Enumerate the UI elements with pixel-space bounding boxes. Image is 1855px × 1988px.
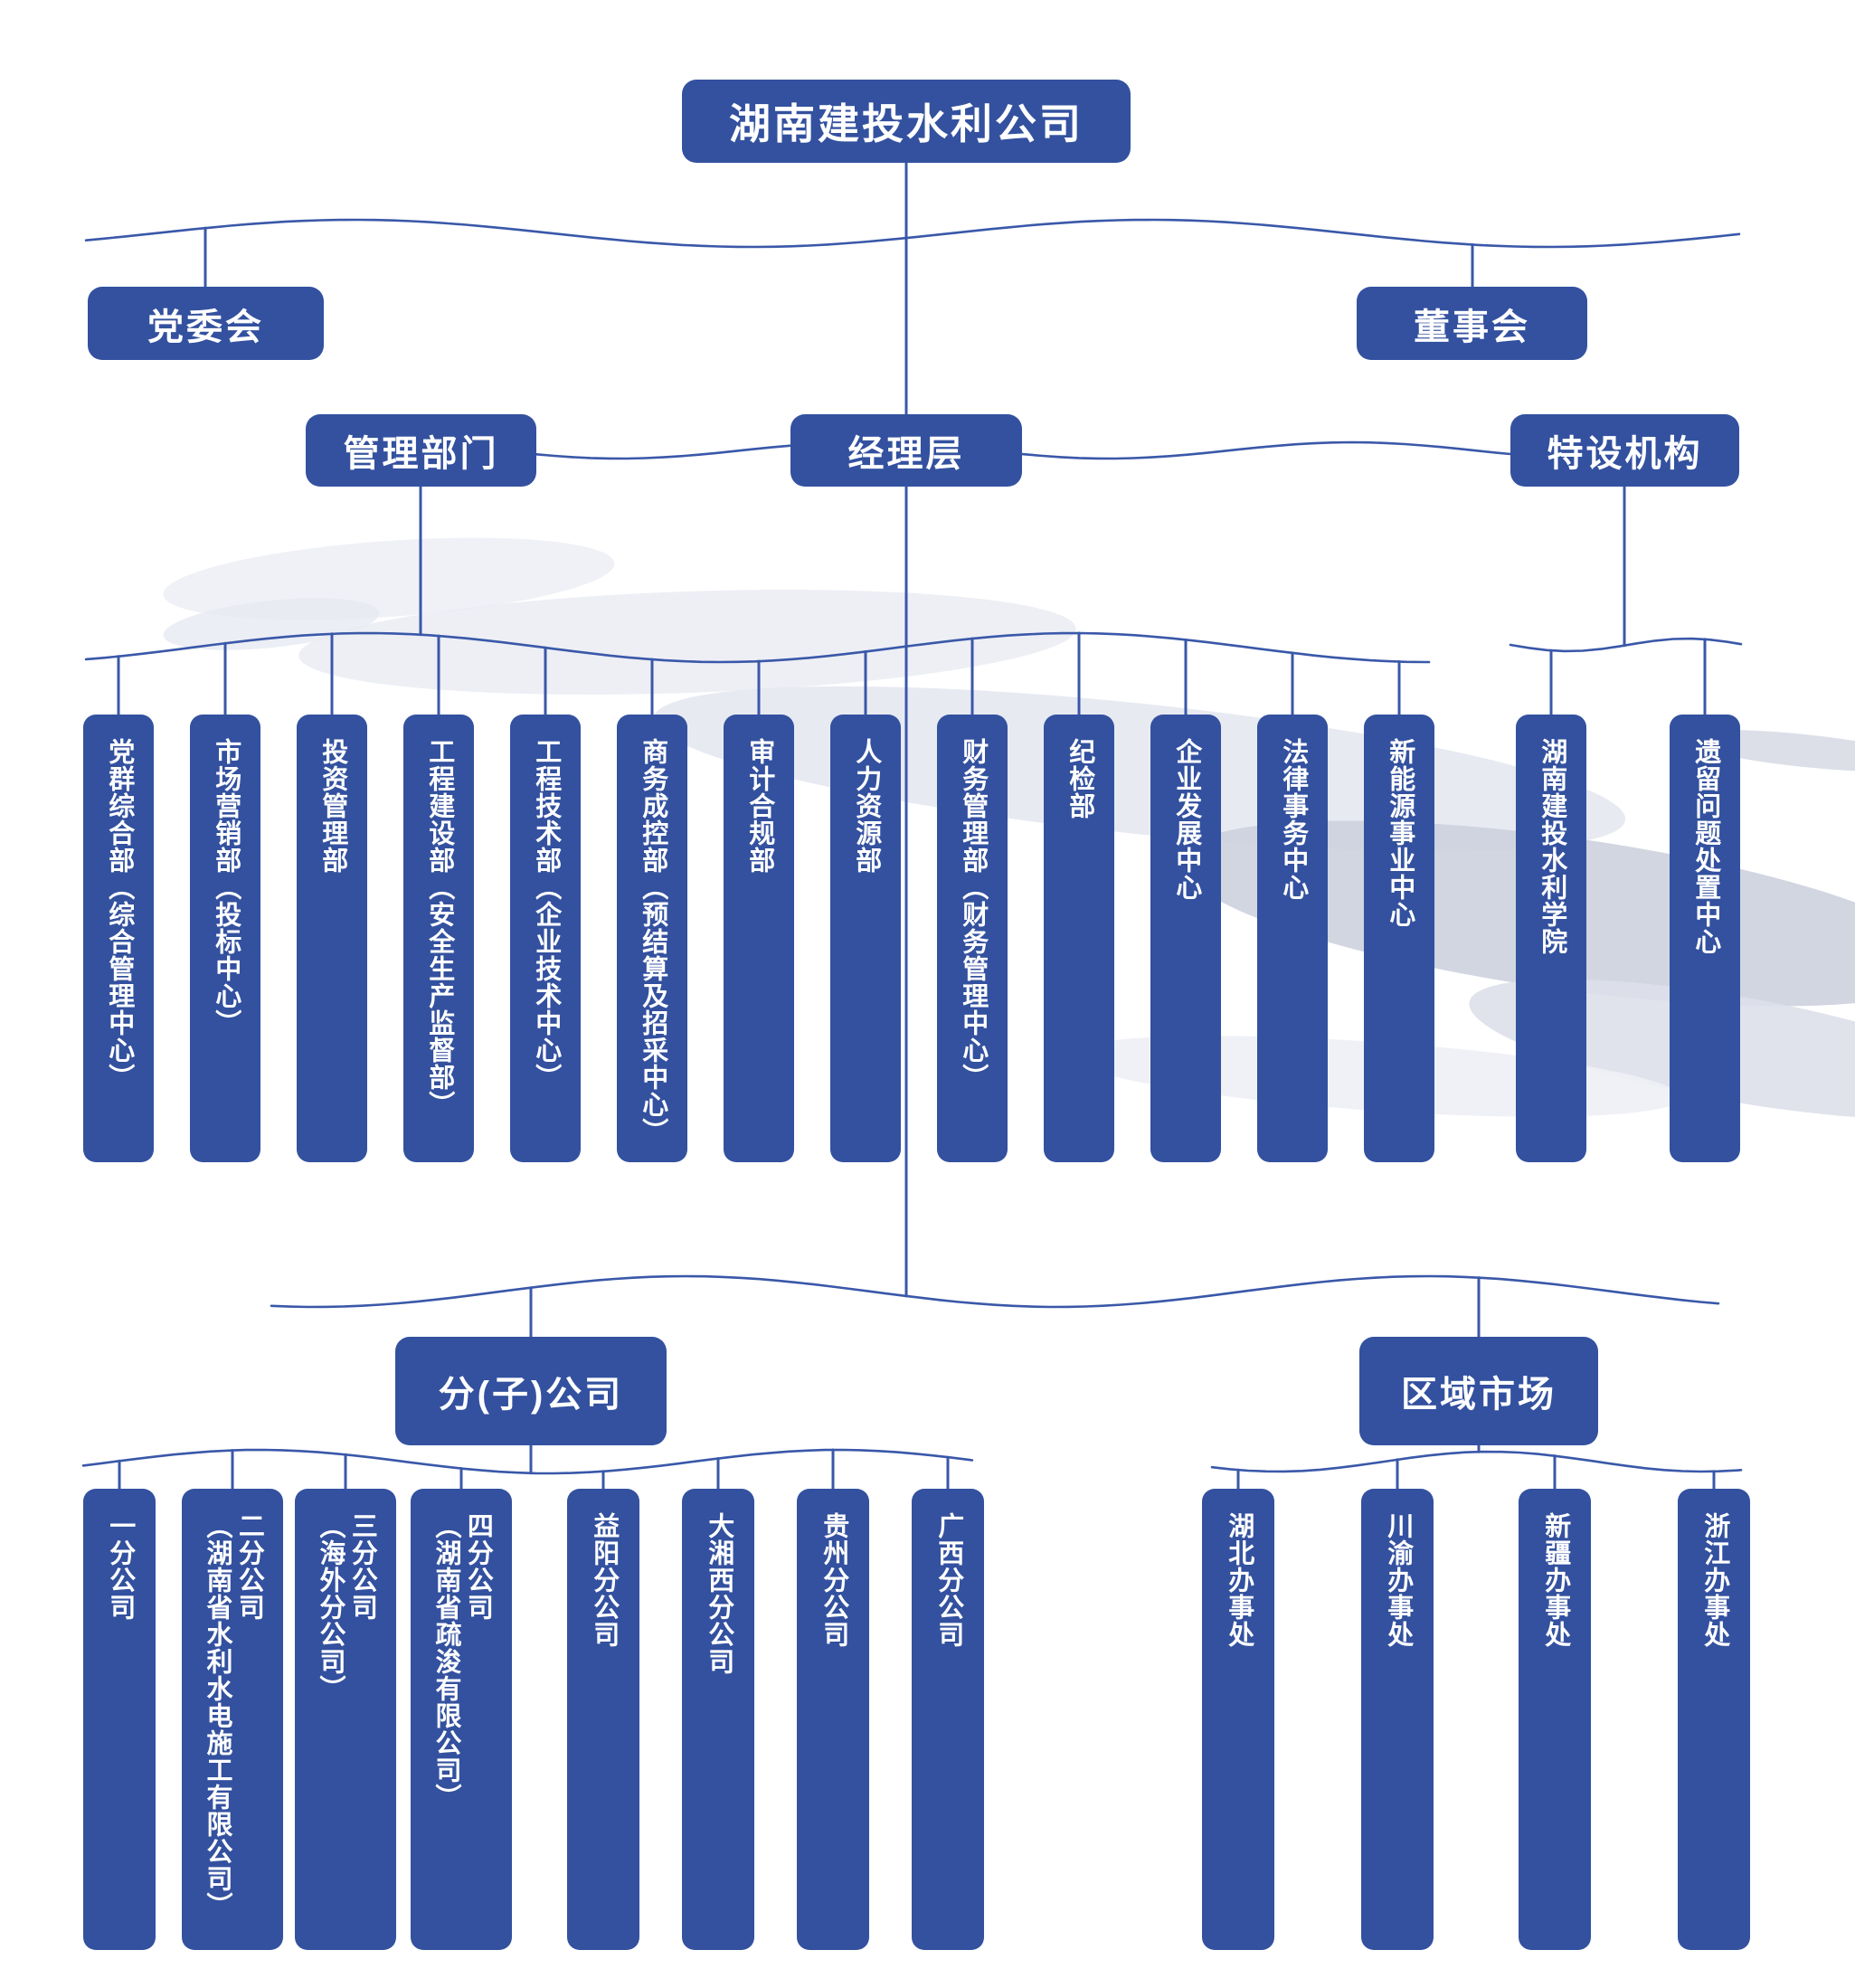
- department-box-1: 市场营销部（投标中心）: [190, 715, 260, 1162]
- regional-office-box-2: 新疆办事处: [1519, 1489, 1591, 1950]
- department-box-3: 工程建设部（安全生产监督部）: [403, 715, 474, 1162]
- branch-company-box-0: 一分公司: [83, 1489, 156, 1950]
- branch-company-box-2-label: 三分公司 （海外分公司）: [316, 1512, 377, 1702]
- subsidiaries-section-label: 分(子)公司: [438, 1375, 624, 1415]
- branch-company-box-3-label: 四分公司 （湖南省疏浚有限公司）: [431, 1512, 493, 1811]
- department-box-7-label: 人力资源部: [851, 738, 881, 874]
- branch-company-box-7-label: 广西分公司: [933, 1512, 963, 1648]
- department-box-3-label: 工程建设部（安全生产监督部）: [424, 738, 454, 1118]
- branch-company-box-6-label: 贵州分公司: [819, 1512, 848, 1648]
- branch-company-box-3: 四分公司 （湖南省疏浚有限公司）: [411, 1489, 512, 1950]
- department-box-0-label: 党群综合部（综合管理中心）: [104, 738, 134, 1091]
- board-of-directors-label: 董事会: [1414, 307, 1530, 347]
- department-box-9-label: 纪检部: [1065, 738, 1094, 819]
- department-box-5-label: 商务成控部（预结算及招采中心）: [638, 738, 667, 1145]
- branch-company-box-6: 贵州分公司: [797, 1489, 869, 1950]
- department-box-13-label: 湖南建投水利学院: [1537, 738, 1566, 955]
- department-box-11: 法律事务中心: [1257, 715, 1328, 1162]
- subsidiaries-section-box: 分(子)公司: [395, 1337, 667, 1445]
- branch-company-box-2: 三分公司 （海外分公司）: [295, 1489, 396, 1950]
- department-box-14: 遗留问题处置中心: [1670, 715, 1740, 1162]
- root-company-label: 湖南建投水利公司: [729, 100, 1084, 147]
- root-company-box: 湖南建投水利公司: [682, 80, 1131, 163]
- department-box-12: 新能源事业中心: [1364, 715, 1434, 1162]
- regional-markets-section-box: 区域市场: [1359, 1337, 1598, 1445]
- department-box-9: 纪检部: [1044, 715, 1114, 1162]
- regional-office-box-2-label: 新疆办事处: [1540, 1512, 1570, 1648]
- management-departments-label: 管理部门: [343, 434, 499, 474]
- regional-office-box-1-label: 川渝办事处: [1383, 1512, 1413, 1648]
- department-box-6-label: 审计合规部: [744, 738, 774, 874]
- branch-company-box-4: 益阳分公司: [567, 1489, 639, 1950]
- management-departments-box: 管理部门: [306, 414, 536, 487]
- branch-company-box-4-label: 益阳分公司: [589, 1512, 619, 1648]
- department-box-0: 党群综合部（综合管理中心）: [83, 715, 154, 1162]
- board-of-directors-box: 董事会: [1357, 287, 1587, 360]
- department-box-10: 企业发展中心: [1150, 715, 1221, 1162]
- special-agencies-box: 特设机构: [1510, 414, 1739, 487]
- department-box-12-label: 新能源事业中心: [1385, 738, 1415, 928]
- regional-office-box-0-label: 湖北办事处: [1224, 1512, 1254, 1648]
- department-box-2: 投资管理部: [297, 715, 367, 1162]
- department-box-14-label: 遗留问题处置中心: [1690, 738, 1720, 955]
- branch-company-box-5-label: 大湘西分公司: [704, 1512, 733, 1675]
- department-box-4: 工程技术部（企业技术中心）: [510, 715, 581, 1162]
- department-box-13: 湖南建投水利学院: [1516, 715, 1586, 1162]
- department-box-5: 商务成控部（预结算及招采中心）: [617, 715, 687, 1162]
- department-box-1-label: 市场营销部（投标中心）: [211, 738, 241, 1037]
- department-box-8: 财务管理部（财务管理中心）: [937, 715, 1008, 1162]
- branch-company-box-7: 广西分公司: [912, 1489, 984, 1950]
- department-box-10-label: 企业发展中心: [1171, 738, 1201, 901]
- branch-company-box-5: 大湘西分公司: [682, 1489, 754, 1950]
- branch-company-box-1: 二分公司 （湖南省水利水电施工有限公司）: [182, 1489, 283, 1950]
- department-box-4-label: 工程技术部（企业技术中心）: [531, 738, 561, 1091]
- department-box-8-label: 财务管理部（财务管理中心）: [958, 738, 988, 1091]
- party-committee-label: 党委会: [147, 307, 264, 347]
- regional-office-box-1: 川渝办事处: [1361, 1489, 1434, 1950]
- regional-office-box-3: 浙江办事处: [1678, 1489, 1750, 1950]
- special-agencies-label: 特设机构: [1547, 434, 1703, 474]
- executive-layer-box: 经理层: [790, 414, 1022, 487]
- department-box-11-label: 法律事务中心: [1278, 738, 1308, 901]
- regional-office-box-3-label: 浙江办事处: [1699, 1512, 1729, 1648]
- regional-office-box-0: 湖北办事处: [1202, 1489, 1274, 1950]
- department-box-2-label: 投资管理部: [317, 738, 347, 874]
- department-box-6: 审计合规部: [724, 715, 794, 1162]
- department-box-7: 人力资源部: [830, 715, 901, 1162]
- regional-markets-section-label: 区域市场: [1401, 1375, 1557, 1415]
- branch-company-box-0-label: 一分公司: [105, 1512, 135, 1621]
- party-committee-box: 党委会: [88, 287, 324, 360]
- executive-layer-label: 经理层: [847, 434, 965, 474]
- branch-company-box-1-label: 二分公司 （湖南省水利水电施工有限公司）: [203, 1512, 264, 1919]
